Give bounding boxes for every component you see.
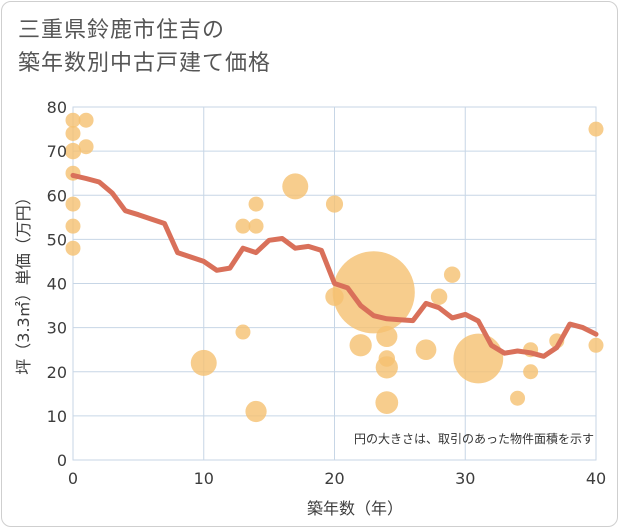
x-tick-label: 30	[455, 469, 475, 488]
y-tick-label: 60	[47, 186, 67, 205]
data-bubble	[235, 218, 251, 234]
data-bubble	[430, 288, 448, 305]
data-bubble	[65, 196, 81, 212]
data-bubble	[376, 325, 398, 348]
x-axis-label: 築年数（年）	[307, 499, 403, 518]
series-line	[70, 172, 599, 359]
bubbles	[64, 112, 604, 423]
tick-labels: 0 10 20 30 40 50 60 70 80 0 10 20 30 40	[47, 98, 607, 488]
data-bubble	[282, 173, 309, 200]
data-bubble	[453, 333, 504, 384]
data-bubble	[248, 218, 264, 234]
data-bubble	[190, 349, 217, 376]
x-tick-label: 20	[324, 469, 344, 488]
x-tick-label: 0	[68, 469, 78, 488]
data-bubble	[64, 142, 82, 160]
y-tick-label: 40	[47, 275, 67, 294]
data-bubble	[235, 324, 251, 340]
size-note: 円の大きさは、取引のあった物件面積を示す	[354, 431, 594, 446]
y-tick-label: 80	[47, 98, 67, 117]
y-tick-label: 70	[47, 142, 67, 161]
data-bubble	[349, 334, 372, 357]
title-line-1: 三重県鈴鹿市住吉の	[18, 18, 226, 43]
data-bubble	[325, 195, 344, 213]
data-bubble	[510, 390, 526, 406]
y-tick-label: 10	[47, 407, 67, 426]
average-line	[70, 172, 599, 359]
data-bubble	[588, 337, 604, 353]
data-bubble	[78, 139, 94, 155]
data-bubble	[65, 218, 81, 234]
data-bubble	[523, 364, 539, 380]
data-bubble	[332, 251, 415, 334]
y-tick-label: 20	[47, 363, 67, 382]
data-bubble	[65, 125, 81, 141]
x-tick-label: 40	[586, 469, 606, 488]
data-bubble	[245, 400, 267, 423]
data-bubble	[78, 112, 94, 128]
y-tick-label: 30	[47, 319, 67, 338]
data-bubble	[65, 112, 81, 128]
data-bubble	[248, 196, 264, 212]
chart-title: 三重県鈴鹿市住吉の 築年数別中古戸建て価格	[18, 14, 271, 80]
y-tick-label: 0	[57, 451, 67, 470]
data-bubble	[375, 356, 398, 379]
data-bubble	[443, 266, 461, 283]
data-bubble	[588, 121, 604, 137]
x-tick-label: 10	[194, 469, 214, 488]
y-tick-label: 50	[47, 230, 67, 249]
grid	[72, 106, 597, 461]
data-bubble	[65, 240, 81, 256]
title-line-2: 築年数別中古戸建て価格	[18, 51, 272, 76]
data-bubble	[415, 339, 437, 361]
data-bubble	[375, 391, 399, 415]
y-axis-label: 坪（3.3㎡）単価（万円）	[14, 189, 33, 374]
